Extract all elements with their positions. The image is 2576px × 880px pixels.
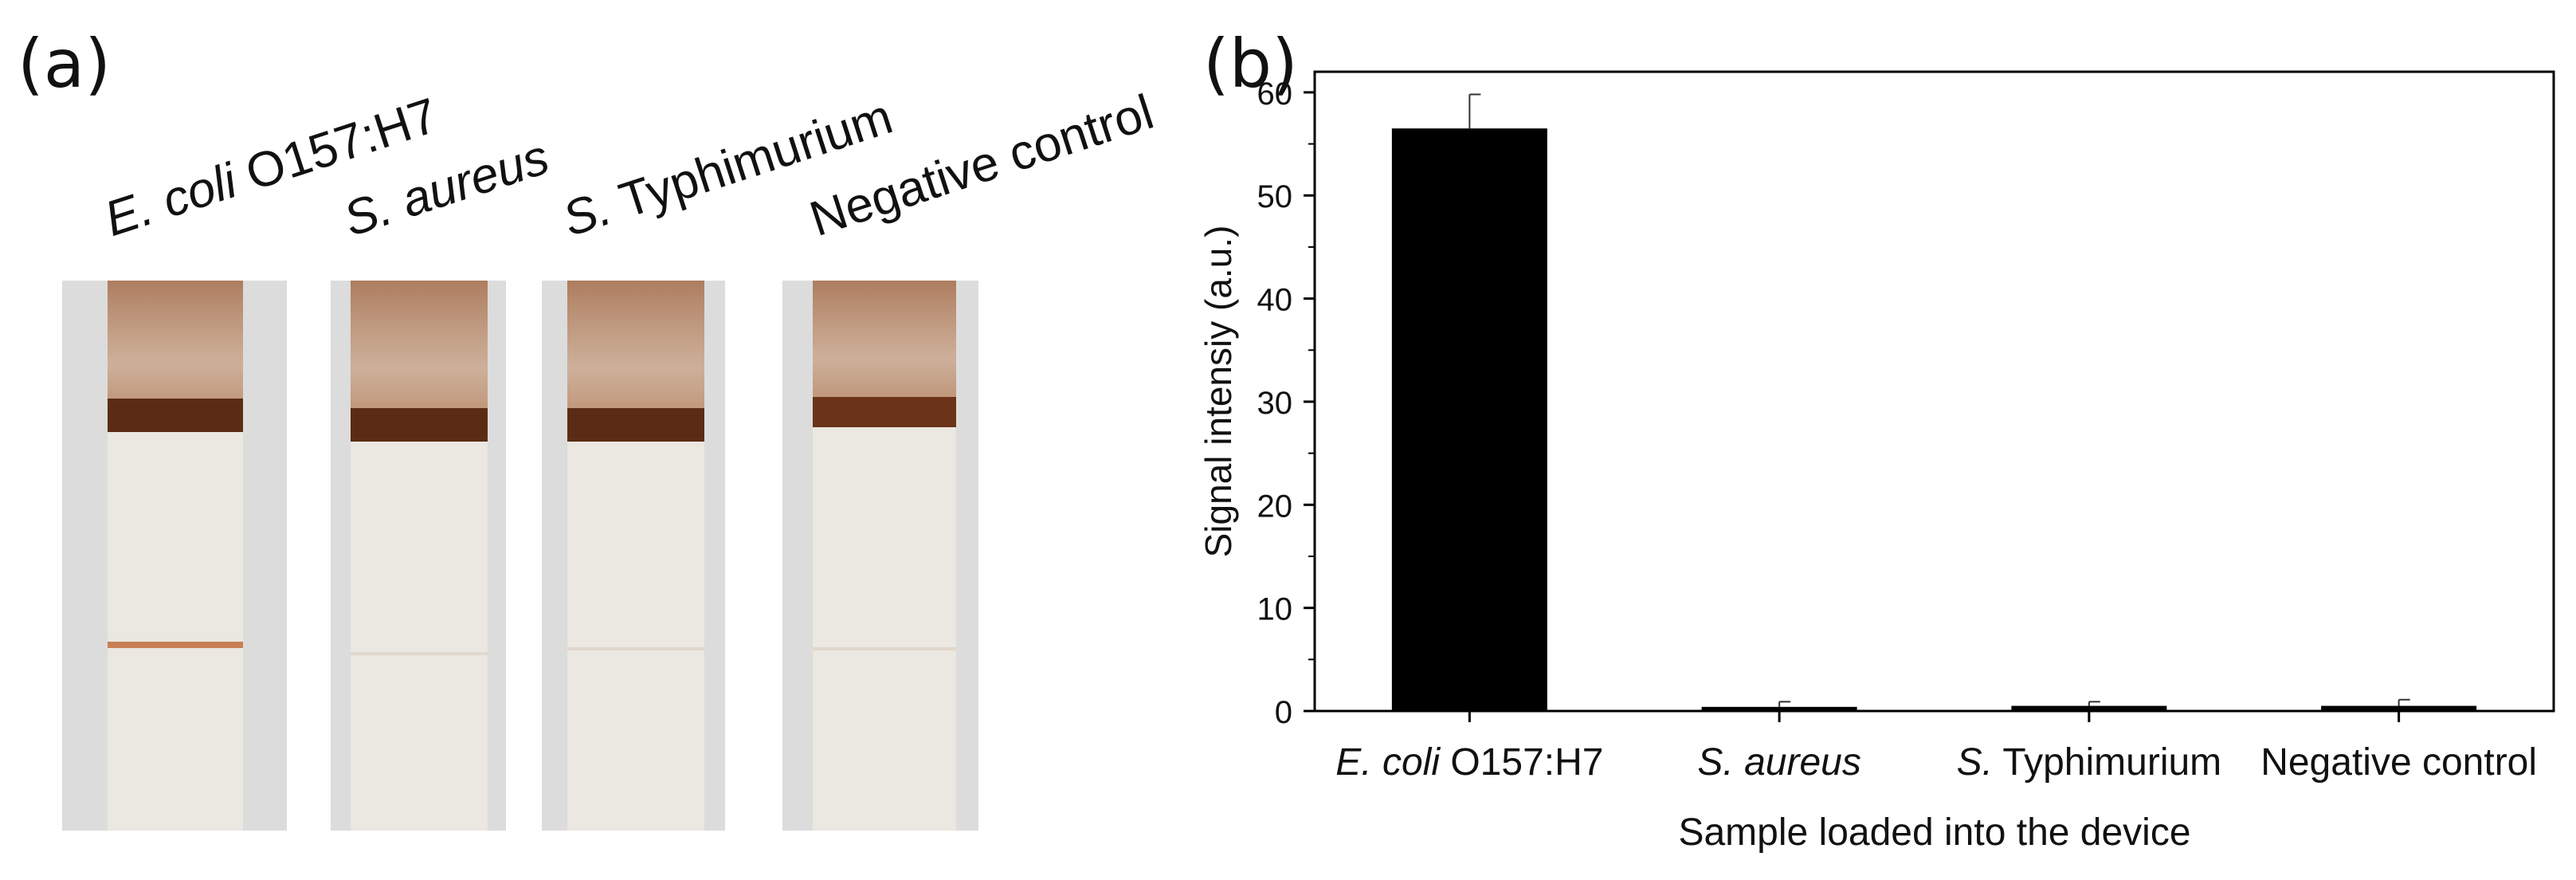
plot-frame xyxy=(1313,70,2555,713)
bar-3 xyxy=(2321,705,2477,711)
x-tick-label-2: S. Typhimurium xyxy=(1957,741,2222,784)
y-tick-label-4: 40 xyxy=(1257,283,1293,318)
test-strip-negative-control xyxy=(782,281,978,831)
error-bars xyxy=(1468,93,2410,707)
bar-chart: 0 10 20 30 40 50 60 E. coli O157:H7 S. aureus S.… xyxy=(1198,70,2555,854)
x-tick-label-3: Negative control xyxy=(2260,741,2537,784)
error-bar-2 xyxy=(2088,701,2100,706)
error-bar-1 xyxy=(1778,701,1791,707)
y-axis-title: Signal intensiy (a.u.) xyxy=(1198,226,1239,558)
x-axis-ticks xyxy=(1468,711,2401,722)
bar-0 xyxy=(1391,128,1547,712)
test-strip-styphimurium xyxy=(542,281,725,831)
y-tick-label-1: 10 xyxy=(1257,592,1293,627)
x-axis-tick-labels: E. coli O157:H7 S. aureus S. Typhimurium Ne… xyxy=(1335,741,2537,784)
bar-2 xyxy=(2011,705,2167,711)
test-strip-saureus xyxy=(331,281,506,831)
y-tick-label-6: 60 xyxy=(1257,77,1293,112)
x-tick-label-1: S. aureus xyxy=(1697,741,1860,784)
bars xyxy=(1391,128,2477,712)
panel-b-label: (b) xyxy=(1203,25,1298,103)
strip-photos xyxy=(62,281,978,831)
panel-a-label: (a) xyxy=(18,25,112,103)
x-axis-title: Sample loaded into the device xyxy=(1678,811,2190,854)
x-tick-label-0: E. coli O157:H7 xyxy=(1335,741,1603,784)
test-strip-ecoli xyxy=(62,281,287,831)
y-tick-label-2: 20 xyxy=(1257,489,1293,524)
error-bar-0 xyxy=(1468,93,1481,129)
bar-1 xyxy=(1701,706,1857,711)
test-line xyxy=(108,642,243,648)
error-bar-3 xyxy=(2398,698,2410,706)
y-axis-ticks: 0 10 20 30 40 50 60 xyxy=(1257,77,1315,730)
y-tick-label-3: 30 xyxy=(1257,386,1293,421)
y-tick-label-5: 50 xyxy=(1257,179,1293,214)
y-tick-label-0: 0 xyxy=(1275,695,1292,730)
